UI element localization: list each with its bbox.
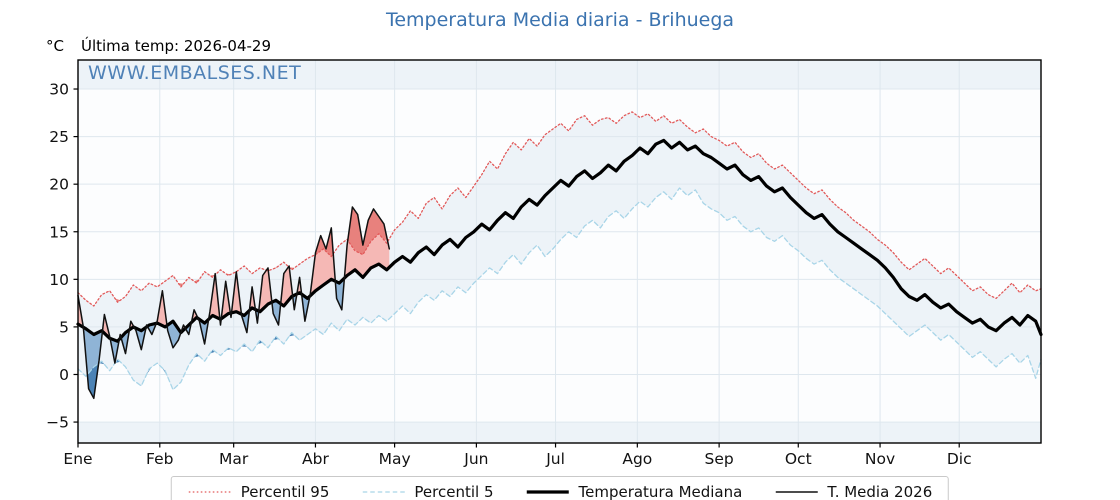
- tick-marks: [73, 88, 960, 448]
- tick-labels: −5 0 5 10 15 20 25 30 Ene Feb Mar Abr May Jun Jul Ago Se…: [46, 81, 971, 468]
- y-tick-label: 0: [59, 366, 69, 384]
- legend-label: Percentil 95: [240, 483, 330, 500]
- y-tick-label: −5: [46, 414, 69, 432]
- y-tick-label: 25: [49, 128, 69, 146]
- chart-title: Temperatura Media diaria - Brihuega: [385, 9, 735, 31]
- x-tick-label: Mar: [219, 450, 249, 468]
- axes-spines: [77, 59, 1042, 444]
- x-tick-label: Oct: [785, 450, 812, 468]
- x-tick-label: Jul: [545, 450, 565, 468]
- y-axis-unit-label: °C: [46, 37, 64, 55]
- legend-label: Percentil 5: [414, 483, 494, 500]
- x-tick-label: Sep: [705, 450, 734, 468]
- x-tick-label: Ene: [63, 450, 92, 468]
- legend-label: T. Media 2026: [827, 483, 933, 500]
- y-tick-label: 15: [49, 223, 69, 241]
- legend-item-percentil-5: Percentil 5: [361, 483, 493, 500]
- mediana-line-swatch: [525, 486, 569, 498]
- series-line-percentil-5: [77, 187, 1042, 391]
- series-line-percentil-95: [77, 111, 1042, 307]
- legend: Percentil 95 Percentil 5 Temperatura Med…: [170, 476, 950, 500]
- last-temp-label: Última temp: 2026-04-29: [80, 37, 271, 55]
- y-tick-label: 20: [49, 176, 69, 194]
- percentil-5-line-swatch: [361, 486, 405, 498]
- y-tick-label: 30: [49, 81, 69, 99]
- x-tick-label: May: [379, 450, 411, 468]
- legend-item-percentil-95: Percentil 95: [188, 483, 330, 500]
- legend-label: Temperatura Mediana: [578, 483, 743, 500]
- fill-2026-above-median: [78, 207, 390, 342]
- series-line-temperatura-mediana: [76, 138, 1043, 343]
- t-media-2026-line-swatch: [774, 486, 818, 498]
- x-tick-label: Nov: [865, 450, 895, 468]
- legend-item-mediana: Temperatura Mediana: [525, 483, 742, 500]
- plot-area: [78, 60, 1041, 443]
- x-tick-label: Ago: [622, 450, 652, 468]
- y-tick-label: 10: [49, 271, 69, 289]
- percentil-95-line-swatch: [188, 486, 232, 498]
- series-line-t-media-2026: [77, 206, 391, 400]
- x-tick-label: Jun: [463, 450, 488, 468]
- chart-subheader: °C Última temp: 2026-04-29: [46, 37, 271, 55]
- legend-item-t-media-2026: T. Media 2026: [774, 483, 932, 500]
- x-tick-label: Dic: [947, 450, 972, 468]
- percentile-band: [78, 111, 1041, 390]
- y-tick-label: 5: [59, 318, 69, 336]
- bottom-margin-band: [78, 422, 1041, 443]
- x-tick-label: Feb: [146, 450, 173, 468]
- x-tick-label: Abr: [302, 450, 329, 468]
- watermark: WWW.EMBALSES.NET: [88, 62, 302, 84]
